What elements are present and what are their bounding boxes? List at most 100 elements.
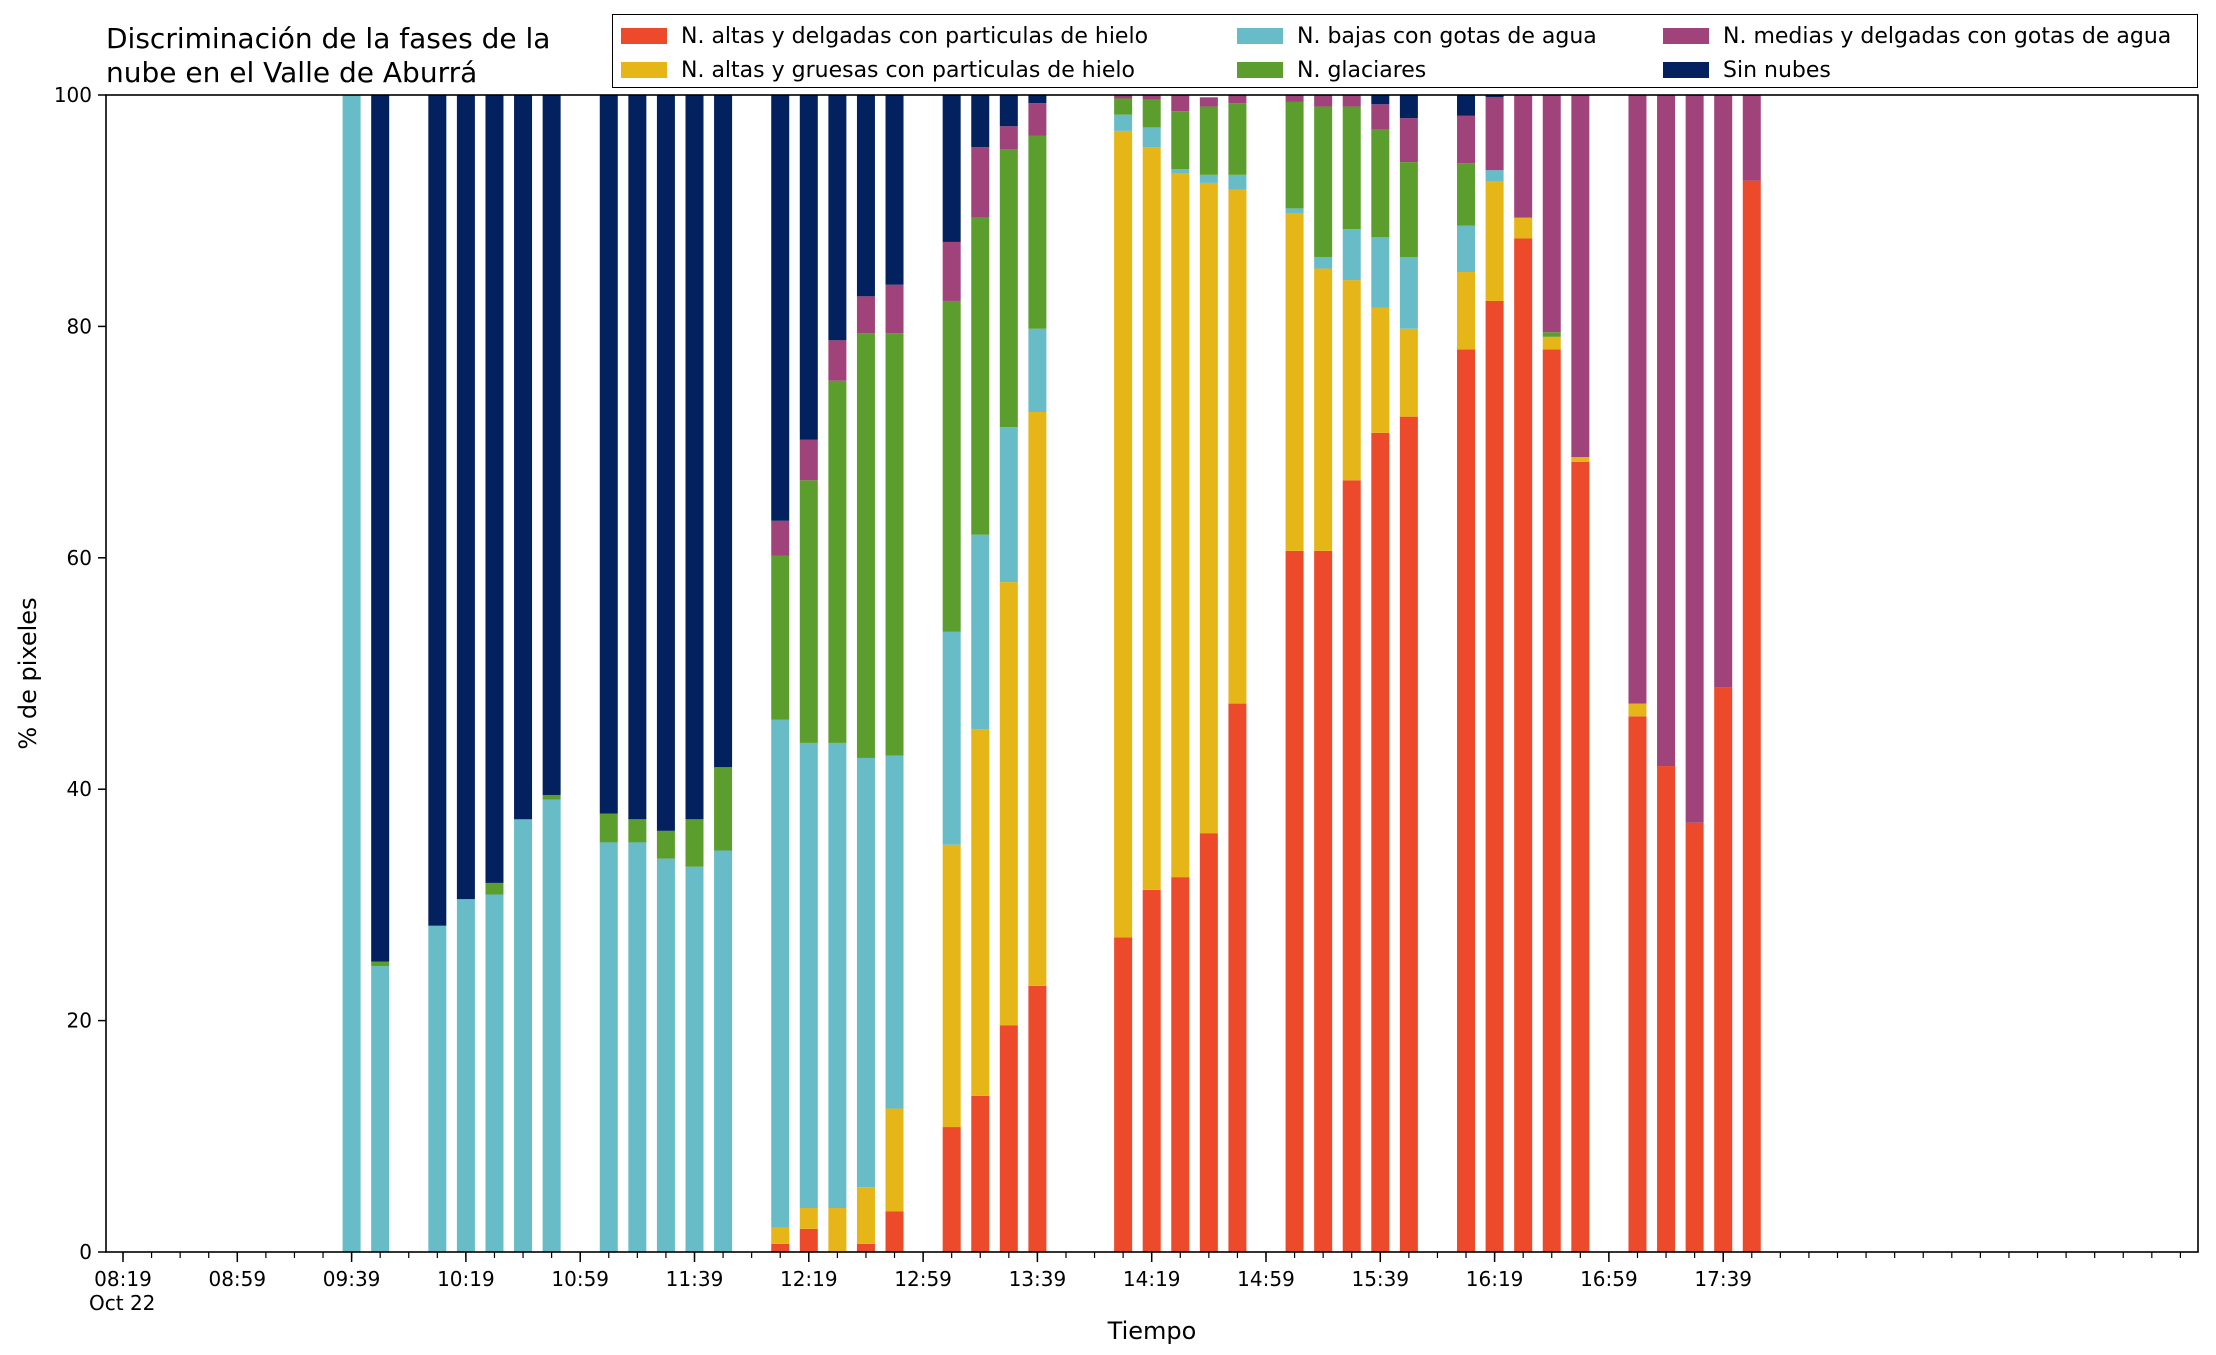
bar-segment — [1142, 95, 1161, 100]
bar-segment — [542, 794, 561, 800]
bar-segment — [1457, 349, 1476, 1252]
bar-segment — [771, 1243, 790, 1252]
bar-segment — [656, 858, 675, 1252]
bar-segment — [942, 241, 961, 301]
legend-swatch — [621, 62, 667, 78]
bar-segment — [456, 95, 475, 900]
x-tick-label: 14:19 — [1123, 1267, 1181, 1291]
bar-segment — [885, 1211, 904, 1252]
bar-segment — [1399, 118, 1418, 163]
x-tick-label: 10:19 — [437, 1267, 495, 1291]
bar-segment — [1342, 95, 1361, 107]
legend-item: N. medias y delgadas con gotas de agua — [1663, 19, 2183, 53]
bar-segment — [799, 95, 818, 440]
bar-segment — [456, 899, 475, 1252]
bar-segment — [1228, 703, 1247, 1252]
bar-segment — [771, 555, 790, 720]
bar-segment — [1142, 889, 1161, 1252]
bar-segment — [1228, 95, 1247, 104]
legend-swatch — [1237, 28, 1283, 44]
bar-segment — [685, 819, 704, 867]
legend-swatch — [1663, 28, 1709, 44]
legend-label: N. altas y delgadas con particulas de hi… — [681, 23, 1149, 49]
legend-swatch — [1237, 62, 1283, 78]
bar-segment — [685, 866, 704, 1252]
bar-segment — [1171, 877, 1190, 1252]
bar-segment — [1342, 106, 1361, 230]
bar-segment — [1485, 181, 1504, 301]
legend-item: N. altas y gruesas con particulas de hie… — [621, 53, 1237, 87]
bar-segment — [1199, 174, 1218, 183]
bar-segment — [771, 520, 790, 556]
bar-segment — [1285, 101, 1304, 209]
bar-segment — [1171, 95, 1190, 112]
bar-segment — [1114, 114, 1133, 131]
bar-segment — [1228, 174, 1247, 190]
bar-segment — [1399, 328, 1418, 417]
bar-segment — [1399, 162, 1418, 257]
bar-segment — [342, 95, 361, 1252]
bar-segment — [885, 755, 904, 1109]
bar-segment — [1171, 111, 1190, 170]
bar-segment — [1028, 103, 1047, 136]
bar-segment — [856, 1187, 875, 1244]
bar-segment — [1714, 95, 1733, 688]
bar-segment — [1742, 95, 1761, 181]
bar-segment — [1628, 703, 1647, 717]
bar-segment — [885, 1108, 904, 1212]
legend-label: N. altas y gruesas con particulas de hie… — [681, 57, 1135, 83]
bar-segment — [1199, 182, 1218, 834]
bar-segment — [1514, 217, 1533, 239]
bar-segment — [971, 95, 990, 148]
bar-segment — [1514, 238, 1533, 1253]
bar-segment — [942, 1127, 961, 1252]
bar-segment — [999, 95, 1018, 127]
bar-segment — [1571, 457, 1590, 462]
x-tick-label: 10:59 — [551, 1267, 609, 1291]
bar-segment — [1485, 95, 1504, 98]
legend-label: N. medias y delgadas con gotas de agua — [1723, 23, 2172, 49]
bar-segment — [1142, 147, 1161, 890]
bar-segment — [1742, 180, 1761, 1252]
y-tick-label: 80 — [67, 314, 92, 338]
bar-segment — [514, 95, 533, 820]
bar-segment — [999, 427, 1018, 583]
bar-segment — [799, 439, 818, 481]
x-tick-label: 17:39 — [1694, 1267, 1752, 1291]
bar-segment — [599, 813, 618, 843]
bar-segment — [1714, 687, 1733, 1252]
legend-item: N. glaciares — [1237, 53, 1663, 87]
y-axis-label: % de pixeles — [14, 597, 42, 749]
x-tick-label: Oct 22 — [89, 1291, 155, 1315]
bar-segment — [971, 534, 990, 730]
bar-segment — [628, 819, 647, 843]
bar-segment — [714, 850, 733, 1252]
bar-segment — [428, 925, 447, 1252]
y-tick-label: 0 — [79, 1240, 92, 1264]
bar-segment — [1228, 189, 1247, 704]
legend-swatch — [621, 28, 667, 44]
bar-segment — [1314, 106, 1333, 257]
bar-segment — [1114, 98, 1133, 115]
bar-segment — [1314, 95, 1333, 107]
bar-segment — [999, 126, 1018, 150]
bar-segment — [942, 300, 961, 632]
legend-label: N. bajas con gotas de agua — [1297, 23, 1597, 49]
bar-segment — [1399, 256, 1418, 329]
bar-segment — [1371, 129, 1390, 238]
x-tick-label: 08:59 — [208, 1267, 266, 1291]
bar-segment — [1114, 95, 1133, 99]
bar-segment — [942, 844, 961, 1128]
bar-segment — [656, 830, 675, 859]
bar-segment — [1114, 130, 1133, 938]
bar-segment — [1028, 135, 1047, 329]
bar-segment — [828, 95, 847, 341]
bar-segment — [999, 582, 1018, 1026]
bar-segment — [971, 217, 990, 535]
bar-segment — [771, 95, 790, 521]
y-tick-label: 20 — [67, 1009, 92, 1033]
bar-segment — [1314, 550, 1333, 1252]
bar-segment — [1685, 95, 1704, 823]
x-axis-label: Tiempo — [1107, 1317, 1197, 1345]
bar-segment — [856, 333, 875, 758]
